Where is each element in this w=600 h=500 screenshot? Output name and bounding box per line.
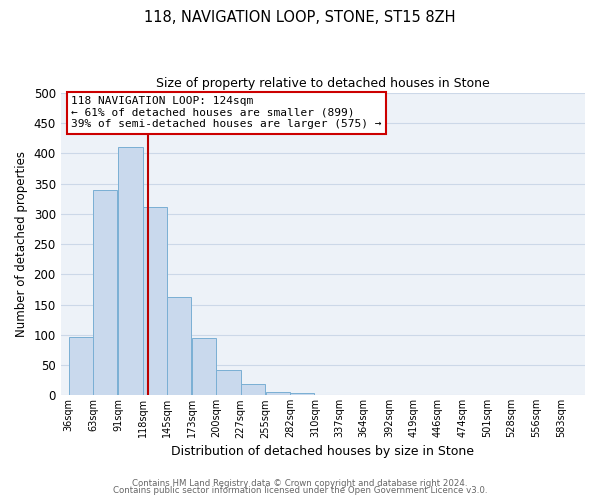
Bar [143,208,167,396]
Text: Contains public sector information licensed under the Open Government Licence v3: Contains public sector information licen… [113,486,487,495]
Bar [69,336,93,396]
Bar [93,190,118,396]
Title: Size of property relative to detached houses in Stone: Size of property relative to detached ho… [156,78,490,90]
Bar [536,394,561,396]
Bar [192,338,216,396]
Text: 118 NAVIGATION LOOP: 124sqm
← 61% of detached houses are smaller (899)
39% of se: 118 NAVIGATION LOOP: 124sqm ← 61% of det… [71,96,382,130]
Bar [487,394,511,396]
X-axis label: Distribution of detached houses by size in Stone: Distribution of detached houses by size … [172,444,475,458]
Bar [290,394,314,396]
Y-axis label: Number of detached properties: Number of detached properties [15,151,28,337]
Bar [216,370,241,396]
Text: Contains HM Land Registry data © Crown copyright and database right 2024.: Contains HM Land Registry data © Crown c… [132,478,468,488]
Bar [167,297,191,396]
Bar [118,147,143,396]
Text: 118, NAVIGATION LOOP, STONE, ST15 8ZH: 118, NAVIGATION LOOP, STONE, ST15 8ZH [144,10,456,25]
Bar [266,392,290,396]
Bar [241,384,265,396]
